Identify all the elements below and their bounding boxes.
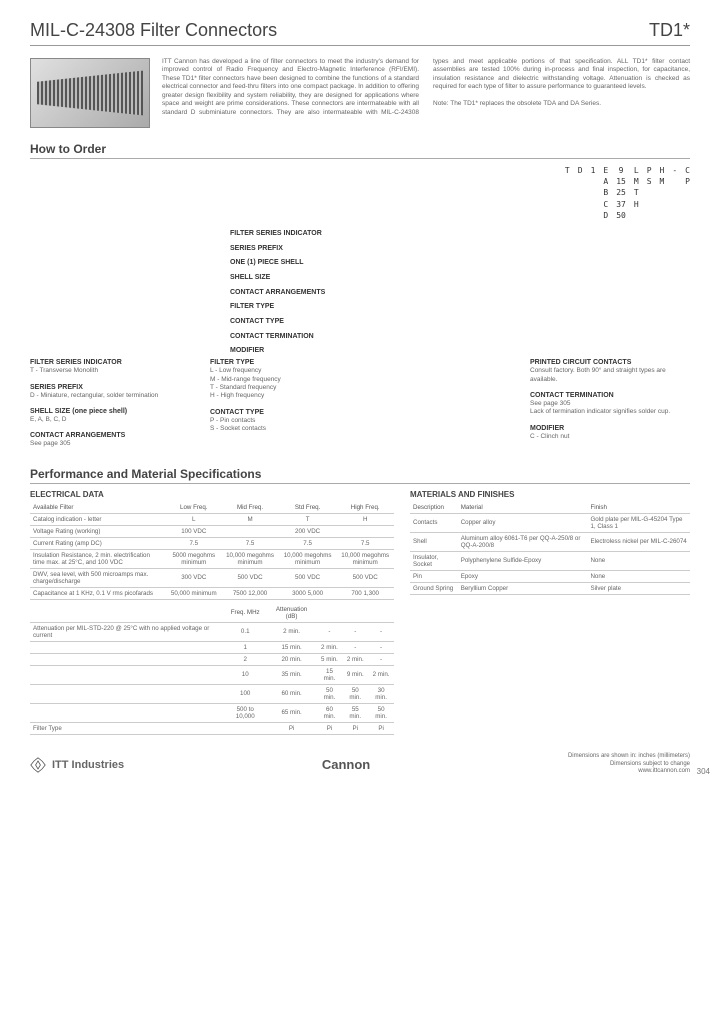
order-label: CONTACT ARRANGEMENTS	[230, 286, 690, 301]
materials-subheading: MATERIALS AND FINISHES	[410, 490, 690, 499]
order-code-column: CP	[685, 165, 690, 221]
order-key-item: T - Transverse Monolith	[30, 367, 190, 375]
header-title: MIL-C-24308 Filter Connectors	[30, 20, 277, 41]
footer-url: www.ittcannon.com	[568, 768, 690, 776]
header-code: TD1*	[649, 20, 690, 41]
materials-table: DescriptionMaterialFinish ContactsCopper…	[410, 502, 690, 595]
order-key-block: CONTACT TERMINATIONSee page 305Lack of t…	[530, 392, 690, 417]
order-key-title: PRINTED CIRCUIT CONTACTS	[530, 359, 690, 366]
intro-para1: ITT Cannon has developed a line of filte…	[162, 58, 419, 116]
table-row: Current Rating (amp DC)7.57.57.57.5	[30, 537, 394, 549]
order-label: SERIES PREFIX	[230, 242, 690, 257]
order-code-column: EABCD	[603, 165, 608, 221]
footer-note1: Dimensions are shown in: inches (millime…	[568, 753, 690, 761]
order-label: CONTACT TERMINATION	[230, 330, 690, 345]
order-key-item: S - Socket contacts	[210, 425, 510, 433]
order-key-section: FILTER SERIES INDICATORT - Transverse Mo…	[30, 359, 690, 457]
table-row: Catalog indication - letterLMTH	[30, 513, 394, 525]
how-to-order-heading: How to Order	[30, 142, 690, 159]
order-code-column: HM	[660, 165, 665, 221]
connector-product-image	[30, 58, 150, 128]
table-row: Insulation Resistance, 2 min. electrific…	[30, 549, 394, 568]
order-key-block: CONTACT TYPEP - Pin contactsS - Socket c…	[210, 409, 510, 434]
order-key-item: See page 305	[30, 440, 190, 448]
order-code-column: PS	[647, 165, 652, 221]
order-key-item: L - Low frequency	[210, 367, 510, 375]
order-key-block: MODIFIERC - Clinch nut	[530, 425, 690, 441]
table-row: DWV, sea level, with 500 microamps max. …	[30, 568, 394, 587]
order-key-title: SERIES PREFIX	[30, 384, 190, 391]
order-key-title: CONTACT TYPE	[210, 409, 510, 416]
specs-heading: Performance and Material Specifications	[30, 467, 690, 484]
table-row: Ground SpringBeryllium CopperSilver plat…	[410, 582, 690, 594]
table-row: 115 min.2 min.--	[30, 641, 394, 653]
order-code-column: LMTH	[634, 165, 639, 221]
table-row: Capacitance at 1 KHz, 0.1 V rms picofara…	[30, 587, 394, 599]
itt-logo-icon	[30, 757, 46, 773]
order-key-item: P - Pin contacts	[210, 417, 510, 425]
intro-note: Note: The TD1* replaces the obsolete TDA…	[433, 100, 601, 107]
order-key-title: SHELL SIZE (one piece shell)	[30, 408, 190, 415]
order-key-item: D - Miniature, rectangular, solder termi…	[30, 392, 190, 400]
order-code-grid: TD1 EABCD 915253750 LMTH PSHM-CP	[230, 165, 690, 221]
order-label: ONE (1) PIECE SHELL	[230, 256, 690, 271]
order-label: SHELL SIZE	[230, 271, 690, 286]
table-row: 500 to 10,00065 min.60 min.55 min.50 min…	[30, 703, 394, 722]
order-code-column: 1	[591, 165, 596, 221]
electrical-table: Available FilterLow Freq.Mid Freq.Std Fr…	[30, 502, 394, 600]
order-key-item: T - Standard frequency	[210, 384, 510, 392]
order-code-column: D	[578, 165, 583, 221]
footer-note2: Dimensions subject to change	[568, 761, 690, 769]
order-key-item: Lack of termination indicator signifies …	[530, 408, 690, 416]
order-key-title: MODIFIER	[530, 425, 690, 432]
table-row: Voltage Rating (working)100 VDC200 VDC	[30, 525, 394, 537]
order-key-block: CONTACT ARRANGEMENTSSee page 305	[30, 432, 190, 448]
order-label: FILTER SERIES INDICATOR	[230, 227, 690, 242]
order-key-block: FILTER TYPEL - Low frequencyM - Mid-rang…	[210, 359, 510, 401]
table-row: 1035 min.15 min.9 min.2 min.	[30, 665, 394, 684]
order-key-title: FILTER TYPE	[210, 359, 510, 366]
table-row: ContactsCopper alloyGold plate per MIL-G…	[410, 513, 690, 532]
table-row: ShellAluminum alloy 6061-T6 per QQ-A-250…	[410, 532, 690, 551]
order-code-column: T	[565, 165, 570, 221]
attenuation-table: Freq. MHzAttenuation (dB) Attenuation pe…	[30, 604, 394, 735]
order-key-item: H - High frequency	[210, 392, 510, 400]
order-label: FILTER TYPE	[230, 300, 690, 315]
order-code-column: -	[672, 165, 677, 221]
table-row: PinEpoxyNone	[410, 570, 690, 582]
order-key-item: Consult factory. Both 90° and straight t…	[530, 367, 690, 384]
footer-brand: Cannon	[322, 757, 370, 772]
table-row: 220 min.5 min.2 min.-	[30, 653, 394, 665]
order-label: MODIFIER	[230, 344, 690, 359]
order-key-item: E, A, B, C, D	[30, 416, 190, 424]
order-labels: FILTER SERIES INDICATORSERIES PREFIXONE …	[230, 227, 690, 359]
order-key-title: FILTER SERIES INDICATOR	[30, 359, 190, 366]
page-number: 304	[697, 767, 710, 776]
order-key-title: CONTACT TERMINATION	[530, 392, 690, 399]
electrical-subheading: ELECTRICAL DATA	[30, 490, 394, 499]
order-code-column: 915253750	[616, 165, 626, 221]
table-row: 10060 min.50 min.50 min.30 min.	[30, 684, 394, 703]
order-key-block: SHELL SIZE (one piece shell)E, A, B, C, …	[30, 408, 190, 424]
intro-text: ITT Cannon has developed a line of filte…	[162, 58, 690, 128]
table-row: Filter TypePiPiPiPi	[30, 722, 394, 734]
order-key-item: M - Mid-range frequency	[210, 376, 510, 384]
footer-company: ITT Industries	[52, 759, 124, 771]
page-header: MIL-C-24308 Filter Connectors TD1*	[30, 20, 690, 46]
order-key-block: PRINTED CIRCUIT CONTACTSConsult factory.…	[530, 359, 690, 384]
order-key-block: FILTER SERIES INDICATORT - Transverse Mo…	[30, 359, 190, 375]
order-label: CONTACT TYPE	[230, 315, 690, 330]
page-footer: ITT Industries Cannon Dimensions are sho…	[30, 753, 690, 776]
order-key-block: SERIES PREFIXD - Miniature, rectangular,…	[30, 384, 190, 400]
intro-section: ITT Cannon has developed a line of filte…	[30, 58, 690, 128]
order-key-item: See page 305	[530, 400, 690, 408]
table-row: Attenuation per MIL-STD-220 @ 25°C with …	[30, 622, 394, 641]
table-row: Insulator, SocketPolyphenylene Sulfide-E…	[410, 551, 690, 570]
order-key-title: CONTACT ARRANGEMENTS	[30, 432, 190, 439]
order-key-item: C - Clinch nut	[530, 433, 690, 441]
